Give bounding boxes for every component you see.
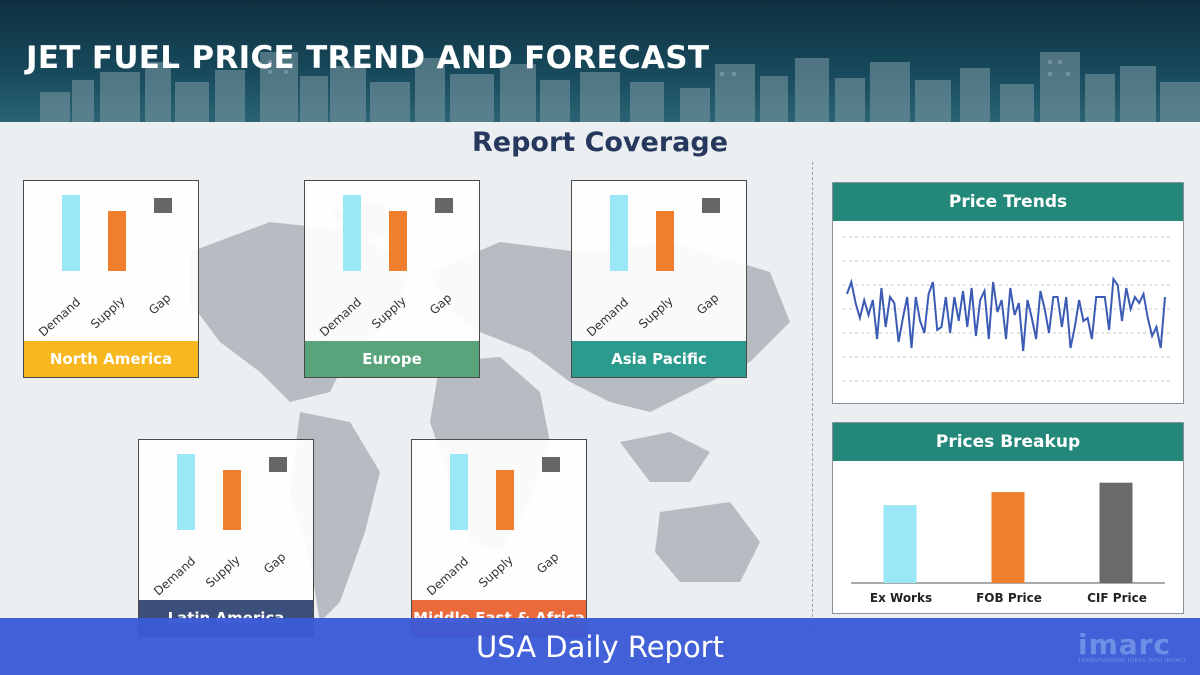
breakup-label-fob-price: FOB Price xyxy=(976,591,1042,605)
price-trends-chart xyxy=(843,236,1173,382)
demand-bar xyxy=(177,454,195,530)
gap-bar xyxy=(435,198,453,213)
supply-bar xyxy=(656,211,674,271)
demand-bar xyxy=(450,454,468,530)
prices-breakup-title: Prices Breakup xyxy=(833,423,1183,461)
section-heading: Report Coverage xyxy=(471,127,729,158)
supply-bar xyxy=(496,470,514,530)
price-trend-line xyxy=(846,276,1166,352)
logo-wordmark: imarc xyxy=(1078,628,1172,661)
demand-bar xyxy=(610,195,628,271)
region-card-middle-east-africa: Demand Supply Gap Middle East & Africa xyxy=(411,439,587,637)
gap-bar xyxy=(542,457,560,472)
price-trends-panel: Price Trends xyxy=(832,182,1184,404)
supply-label: Supply xyxy=(476,552,516,591)
supply-bar xyxy=(223,470,241,530)
demand-label: Demand xyxy=(584,294,632,340)
supply-label: Supply xyxy=(88,293,128,332)
breakup-bar-fob-price xyxy=(991,492,1025,583)
imarc-logo[interactable]: imarc TRANSFORMING IDEAS INTO IMPACT xyxy=(1074,628,1190,670)
gap-label: Gap xyxy=(146,290,174,318)
gap-bar xyxy=(154,198,172,213)
demand-label: Demand xyxy=(424,553,472,599)
section-divider xyxy=(812,162,813,632)
gap-label: Gap xyxy=(427,290,455,318)
footer-title: USA Daily Report xyxy=(476,630,724,664)
breakup-label-cif-price: CIF Price xyxy=(1087,591,1147,605)
region-name: Europe xyxy=(305,341,479,377)
city-skyline-illustration xyxy=(40,52,1200,122)
report-coverage-area: Report Coverage Demand Supply Gap North … xyxy=(0,122,1200,675)
supply-label: Supply xyxy=(203,552,243,591)
gap-bar xyxy=(702,198,720,213)
breakup-bar-ex-works xyxy=(883,505,917,583)
logo-tagline: TRANSFORMING IDEAS INTO IMPACT xyxy=(1078,658,1187,664)
demand-bar xyxy=(62,195,80,271)
supply-bar xyxy=(108,211,126,271)
supply-bar xyxy=(389,211,407,271)
supply-label: Supply xyxy=(636,293,676,332)
gap-bar xyxy=(269,457,287,472)
header-banner: JET FUEL PRICE TREND AND FORECAST xyxy=(0,0,1200,122)
demand-label: Demand xyxy=(151,553,199,599)
gap-label: Gap xyxy=(534,549,562,577)
gap-label: Gap xyxy=(694,290,722,318)
breakup-label-ex-works: Ex Works xyxy=(869,591,933,605)
breakup-bar-cif-price xyxy=(1099,482,1133,583)
footer-banner: USA Daily Report imarc TRANSFORMING IDEA… xyxy=(0,618,1200,675)
region-card-north-america: Demand Supply Gap North America xyxy=(23,180,199,378)
prices-breakup-chart xyxy=(851,482,1165,584)
price-trends-title: Price Trends xyxy=(833,183,1183,221)
page-title: JET FUEL PRICE TREND AND FORECAST xyxy=(26,40,710,76)
region-name: North America xyxy=(24,341,198,377)
region-name: Asia Pacific xyxy=(572,341,746,377)
gap-label: Gap xyxy=(261,549,289,577)
prices-breakup-panel: Prices Breakup Ex Works FOB Price CIF Pr… xyxy=(832,422,1184,614)
region-card-latin-america: Demand Supply Gap Latin America xyxy=(138,439,314,637)
demand-label: Demand xyxy=(36,294,84,340)
demand-bar xyxy=(343,195,361,271)
supply-label: Supply xyxy=(369,293,409,332)
region-card-asia-pacific: Demand Supply Gap Asia Pacific xyxy=(571,180,747,378)
demand-label: Demand xyxy=(317,294,365,340)
region-card-europe: Demand Supply Gap Europe xyxy=(304,180,480,378)
